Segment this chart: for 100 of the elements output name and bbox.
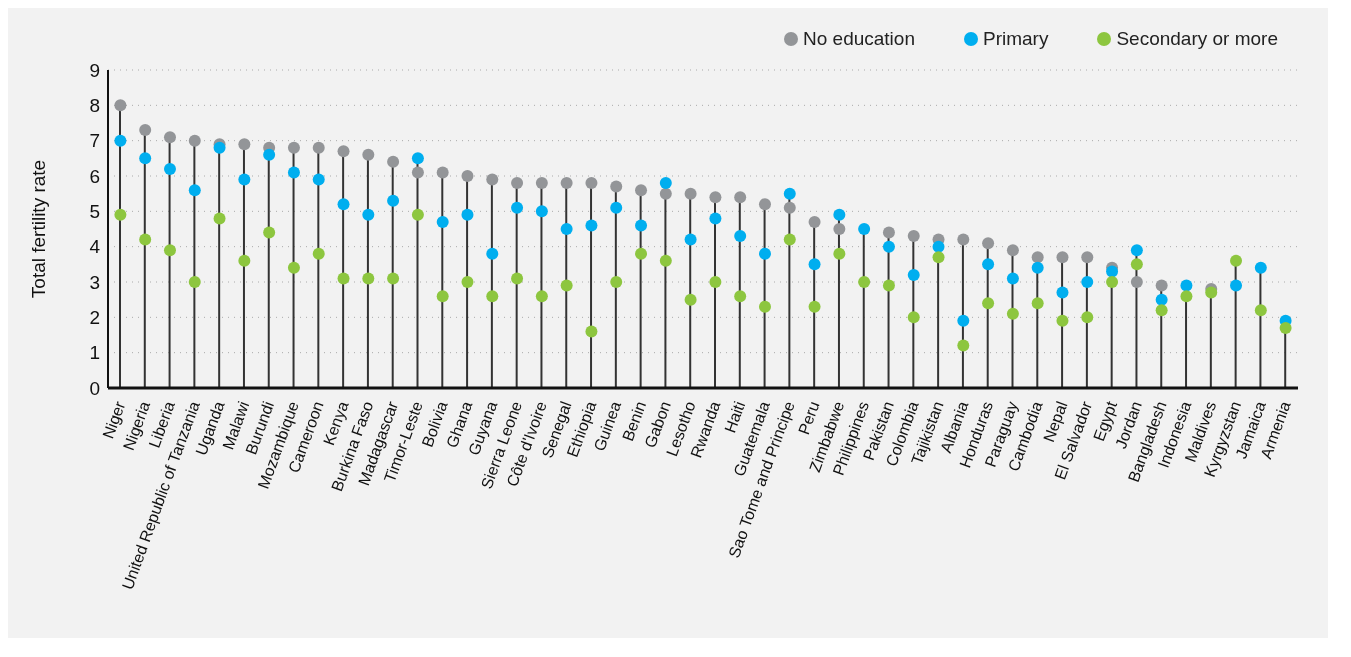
point <box>535 290 548 303</box>
point <box>808 215 821 228</box>
legend-label: No education <box>802 28 915 50</box>
point <box>560 279 573 292</box>
point <box>387 272 400 285</box>
point <box>560 177 573 190</box>
y-tick-label: 9 <box>89 59 100 81</box>
point <box>114 134 127 147</box>
point <box>833 208 846 221</box>
point <box>833 247 846 260</box>
point <box>585 325 598 338</box>
point <box>139 233 152 246</box>
y-tick-label: 0 <box>89 377 100 399</box>
point <box>882 279 895 292</box>
point <box>610 201 623 214</box>
point <box>188 276 201 288</box>
legend-label: Secondary or more <box>1115 28 1278 50</box>
point <box>461 276 474 288</box>
point <box>411 208 424 221</box>
y-tick-label: 5 <box>89 201 100 223</box>
point <box>486 290 499 303</box>
point <box>808 258 821 271</box>
point <box>1230 254 1243 267</box>
point <box>238 254 251 267</box>
point <box>858 276 871 288</box>
y-axis-title: Total fertility rate <box>27 159 49 299</box>
point <box>461 208 474 221</box>
point <box>362 148 375 161</box>
point <box>1130 276 1143 288</box>
point <box>486 247 499 260</box>
point <box>511 272 524 285</box>
point <box>511 201 524 214</box>
point <box>263 226 276 239</box>
point <box>783 187 796 200</box>
point <box>1056 251 1069 264</box>
point <box>1106 276 1119 288</box>
point <box>684 293 697 306</box>
point <box>387 155 400 168</box>
point <box>1006 307 1019 320</box>
point <box>511 177 524 190</box>
point <box>1155 293 1168 306</box>
point <box>163 244 176 257</box>
point <box>882 240 895 253</box>
point <box>287 261 300 274</box>
point <box>957 314 970 327</box>
point <box>263 148 276 161</box>
point <box>1006 272 1019 285</box>
point <box>163 162 176 175</box>
point <box>436 290 449 303</box>
point <box>783 233 796 246</box>
point <box>957 233 970 246</box>
point <box>709 212 722 225</box>
point <box>1180 290 1193 303</box>
point <box>114 208 127 221</box>
point <box>1081 251 1094 264</box>
point <box>287 166 300 179</box>
point <box>163 131 176 144</box>
point <box>833 223 846 235</box>
point <box>238 173 251 186</box>
point <box>982 237 995 250</box>
point <box>139 152 152 165</box>
point <box>312 173 325 186</box>
point <box>982 258 995 271</box>
point <box>659 254 672 267</box>
point <box>659 187 672 200</box>
point <box>758 198 771 211</box>
y-tick-label: 8 <box>89 95 100 117</box>
point <box>882 226 895 239</box>
point <box>585 219 598 232</box>
point <box>783 201 796 214</box>
point <box>1279 321 1292 334</box>
point <box>1081 276 1094 288</box>
point <box>610 276 623 288</box>
point <box>659 177 672 190</box>
point <box>1155 279 1168 292</box>
point <box>1130 258 1143 271</box>
point <box>758 300 771 313</box>
point <box>188 184 201 197</box>
point <box>461 170 474 182</box>
point <box>362 272 375 285</box>
point <box>907 268 920 281</box>
point <box>535 177 548 190</box>
point <box>312 141 325 154</box>
point <box>1130 244 1143 257</box>
point <box>1031 297 1044 310</box>
point <box>1106 265 1119 278</box>
point <box>411 152 424 165</box>
point <box>114 99 127 112</box>
point <box>734 290 747 303</box>
point <box>1006 244 1019 257</box>
y-tick-label: 4 <box>89 236 101 258</box>
point <box>1031 261 1044 274</box>
point <box>635 184 648 197</box>
y-tick-label: 6 <box>89 165 100 187</box>
point <box>907 311 920 324</box>
point <box>709 191 722 204</box>
point <box>1254 304 1267 317</box>
point <box>684 233 697 246</box>
point <box>1081 311 1094 324</box>
point <box>486 173 499 186</box>
